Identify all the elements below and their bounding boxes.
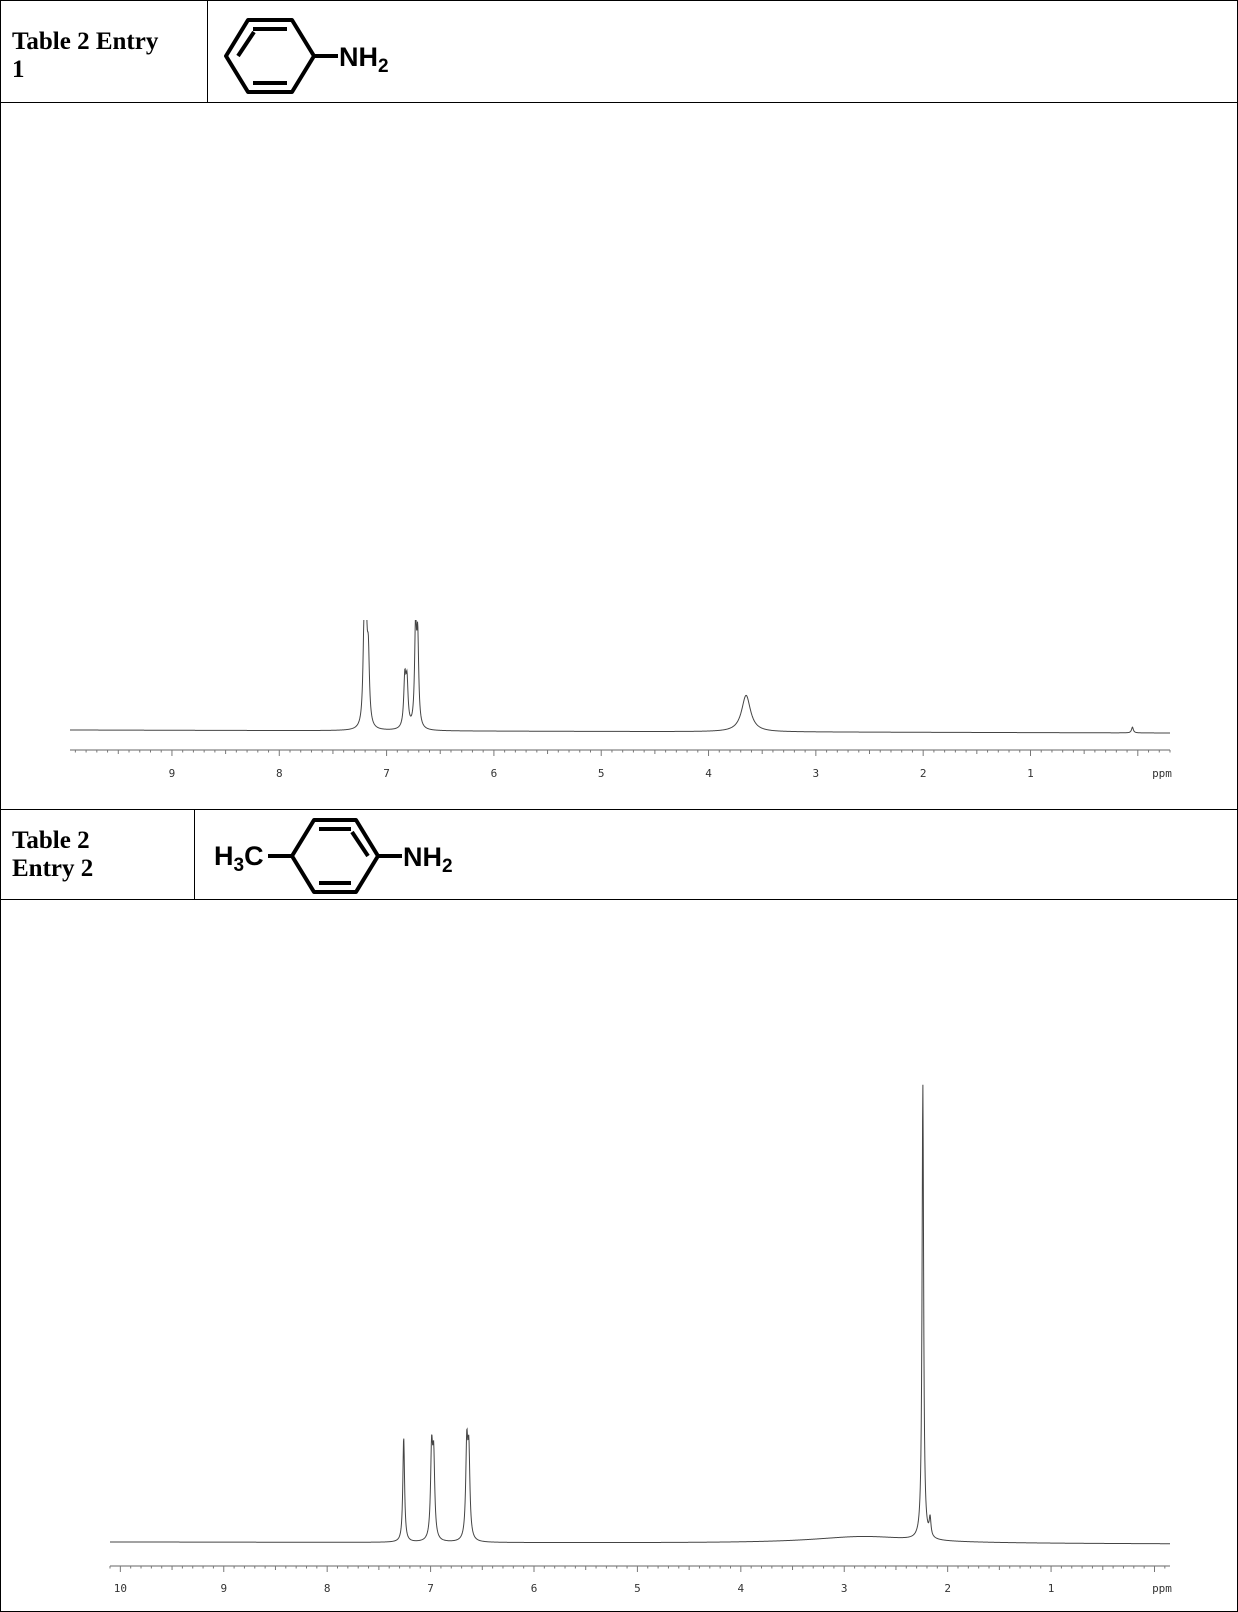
entry1-label: Table 2 Entry 1 [12,28,158,84]
tick-label-1-8: 8 [276,767,283,780]
entry2-label: Table 2 Entry 2 [12,827,93,883]
tick-label-2-8: 8 [324,1582,331,1595]
row2-top-border [0,809,1238,810]
entry2-label-line2: Entry 2 [12,855,94,882]
tick-label-2-3: 3 [841,1582,848,1595]
benzene-ring [290,818,380,894]
peak-1-1 [366,643,367,644]
nmr-spectrum-entry2: 10 9 8 7 6 5 4 3 2 1 ppm [109,1084,1172,1595]
row2-header-border [0,899,1238,900]
nmr-spectrum-entry1: 9 8 7 6 5 4 3 2 1 ppm [70,620,1172,780]
ppm-unit-label-1: ppm [1152,767,1172,780]
tick-label-1-1: 1 [1027,767,1034,780]
tick-label-2-2: 2 [944,1582,951,1595]
methyl-group: H3C [214,841,264,876]
amine-group: NH2 [403,842,453,877]
tick-label-2-6: 6 [531,1582,538,1595]
tick-label-2-9: 9 [220,1582,227,1595]
peak-1-7 [746,693,747,694]
tick-label-2-10: 10 [114,1582,127,1595]
benzene-ring [224,18,316,94]
tick-label-2-5: 5 [634,1582,641,1595]
entry1-label-line2: 1 [12,56,25,83]
entry2-label-line1: Table 2 [12,827,90,854]
row1-label-divider [207,0,208,102]
spectrum-trace-2 [110,1084,1170,1545]
aniline-structure: NH2 [224,18,389,94]
peak-2-0 [403,1437,404,1438]
amine-group: NH2 [339,42,389,77]
entry1-label-line1: Table 2 Entry [12,28,159,55]
tick-label-1-6: 6 [491,767,498,780]
spectrum-trace-1 [70,620,1170,734]
tick-label-1-7: 7 [383,767,390,780]
tick-label-1-4: 4 [705,767,712,780]
p-toluidine-structure: H3C NH2 [214,818,453,894]
tick-label-2-1: 1 [1048,1582,1055,1595]
table-left-border [0,0,1,1612]
table-top-border [0,0,1238,1]
row2-label-divider [194,809,195,899]
row1-header-border [0,102,1238,103]
ppm-unit-label-2: ppm [1152,1582,1172,1595]
peak-2-5 [863,1535,864,1536]
tick-label-1-2: 2 [920,767,927,780]
tick-label-1-9: 9 [169,767,176,780]
tick-label-1-3: 3 [813,767,820,780]
tick-label-2-7: 7 [427,1582,434,1595]
peak-1-8 [1132,724,1133,725]
tick-label-2-4: 4 [738,1582,745,1595]
tick-label-1-5: 5 [598,767,605,780]
